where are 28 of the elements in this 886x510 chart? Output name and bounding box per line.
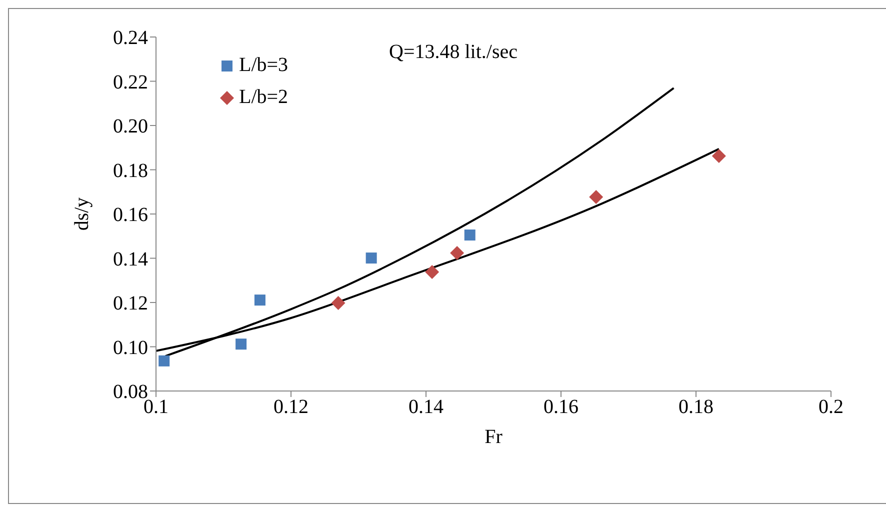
- legend-label: L/b=3: [238, 53, 288, 78]
- y-tick-label: 0.24: [113, 27, 148, 50]
- y-tick-label: 0.22: [113, 71, 148, 94]
- point: [712, 149, 726, 164]
- y-tick-label: 0.16: [113, 204, 148, 226]
- point: [158, 355, 170, 366]
- point: [236, 338, 247, 350]
- x-axis-title: Fr: [484, 426, 503, 448]
- y-tick-label: 0.14: [113, 248, 148, 270]
- point: [425, 264, 440, 279]
- point: [450, 246, 464, 260]
- x-tick-label: 0.12: [274, 396, 308, 418]
- y-tick-label: 0.18: [113, 160, 148, 182]
- x-tick-label: 0.14: [408, 396, 444, 418]
- annotation: Q=13.48 lit./sec: [389, 41, 518, 64]
- y-tick-label: 0.10: [113, 336, 148, 359]
- point: [331, 296, 346, 310]
- y-tick-label: 0.12: [113, 292, 148, 315]
- x-tick-label: 0.2: [818, 396, 844, 418]
- legend-label: L/b=2: [238, 85, 288, 110]
- point: [464, 230, 476, 241]
- point: [254, 294, 266, 306]
- y-tick-label: 0.20: [113, 116, 148, 138]
- point: [589, 190, 604, 204]
- y-axis-title: ds/y: [71, 197, 94, 231]
- x-tick-label: 0.16: [544, 396, 578, 418]
- x-tick-label: 0.18: [678, 396, 714, 418]
- point: [366, 252, 377, 264]
